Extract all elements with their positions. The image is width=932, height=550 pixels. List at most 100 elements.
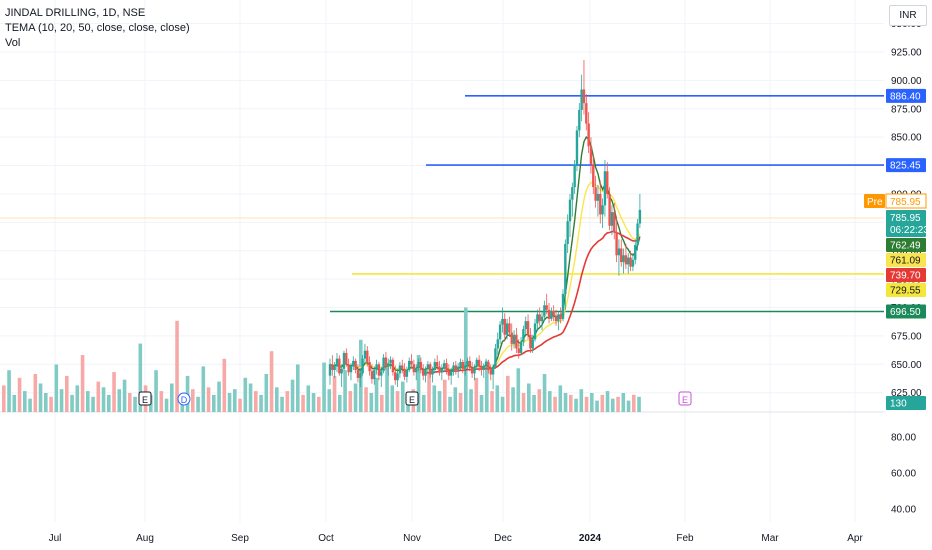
candle-body [475, 359, 478, 367]
volume-bar [364, 387, 368, 412]
price-tick-label: 675.00 [891, 331, 922, 342]
candle-body [370, 371, 374, 380]
tag-tema-fast: 762.49 [890, 241, 921, 252]
candle-body [529, 334, 532, 349]
candle-body [454, 365, 458, 370]
volume-bar [416, 355, 421, 412]
candle-body [419, 362, 423, 370]
price-tick-label: 875.00 [891, 104, 922, 115]
candle-body [356, 369, 360, 378]
candle-body [519, 341, 523, 353]
candle-body [627, 257, 630, 265]
candle-body [617, 248, 621, 256]
candle-body [608, 193, 611, 226]
candle-body [431, 369, 434, 375]
volume-bar [464, 307, 468, 412]
volume-bar [595, 400, 599, 412]
candle-body [349, 366, 353, 373]
volume-bar [516, 368, 521, 412]
candle-body [403, 368, 406, 377]
volume-bar [448, 396, 452, 412]
candle-body [594, 187, 597, 201]
volume-bar [154, 370, 158, 412]
candle-body [345, 352, 348, 365]
time-tick-label: Apr [847, 533, 863, 544]
volume-bar [437, 391, 442, 412]
volume-bar [107, 394, 111, 412]
candle-body [359, 373, 362, 378]
volume-bar [395, 391, 400, 412]
volume-bar [17, 377, 22, 412]
candle-body [401, 365, 404, 369]
candle-body [354, 360, 357, 370]
candle-body [510, 332, 513, 344]
candle-body [412, 364, 416, 373]
volume-bar [138, 343, 143, 412]
volume-bar [170, 383, 174, 412]
candle-body [338, 358, 341, 374]
symbol-title[interactable]: JINDAL DRILLING, 1D, NSE [5, 7, 146, 19]
candle-body [468, 360, 471, 368]
candle-body [342, 352, 346, 369]
volume-bar [506, 375, 510, 412]
candle-body [540, 316, 544, 322]
event-marker-label: E [142, 395, 148, 405]
earnings-marker [405, 391, 419, 406]
candle-body [536, 314, 539, 324]
price-tick-label: 925.00 [891, 48, 922, 59]
volume-bar [33, 374, 38, 412]
candle-body [489, 369, 492, 375]
candle-body [352, 360, 355, 367]
volume-bar [542, 374, 547, 412]
volume-bar [227, 393, 232, 412]
volume-bar [196, 396, 200, 412]
candle-body [615, 232, 618, 256]
volume-bar [327, 389, 332, 412]
volume-tick-label: 60.00 [891, 469, 916, 480]
candle-body [491, 366, 495, 375]
candle-body [382, 357, 385, 372]
volume-bar [101, 387, 106, 412]
volume-bar [38, 383, 43, 412]
event-marker-label: E [682, 395, 688, 405]
legend: JINDAL DRILLING, 1D, NSE TEMA (10, 20, 5… [5, 6, 190, 51]
volume-bar [500, 396, 505, 412]
candle-body [547, 309, 551, 319]
volume-bar [117, 389, 122, 412]
candle-body [452, 365, 455, 372]
time-axis[interactable]: Jul Aug Sep Oct Nov Dec 2024 Feb Mar Apr [49, 533, 864, 544]
price-axis[interactable]: 950.00925.00900.00875.00850.00825.00800.… [891, 19, 922, 399]
volume-bar [616, 396, 620, 412]
candle-body [566, 221, 569, 244]
indicator-label[interactable]: TEMA (10, 20, 50, close, close, close) [5, 22, 190, 34]
candle-body [408, 360, 411, 370]
currency-button[interactable]: INR [889, 5, 927, 26]
candle-body [377, 364, 381, 376]
candle-body [517, 348, 520, 353]
volume-bar [427, 372, 431, 412]
volume-bar [49, 396, 53, 412]
candle-body [435, 362, 439, 367]
candle-body [424, 368, 427, 376]
volume-axis: 80.00 60.00 40.00 [891, 433, 916, 516]
candle-body [638, 209, 642, 224]
candle-body [340, 368, 343, 374]
volume-bar [548, 391, 552, 412]
candle-body [463, 365, 467, 369]
volume-bar [191, 389, 195, 412]
candle-body [415, 367, 418, 373]
candle-body [410, 360, 413, 365]
dividend-marker [177, 392, 191, 406]
volume-label[interactable]: Vol [5, 37, 21, 49]
candle-body [440, 368, 444, 373]
volume-bar [301, 394, 305, 412]
volume-bar [70, 394, 74, 412]
volume-bar [80, 355, 85, 412]
event-marker-label: D [181, 395, 188, 405]
volume-bar [133, 396, 137, 412]
candle-body [573, 164, 576, 188]
volume-bar [537, 389, 542, 412]
volume-bar [348, 391, 353, 412]
